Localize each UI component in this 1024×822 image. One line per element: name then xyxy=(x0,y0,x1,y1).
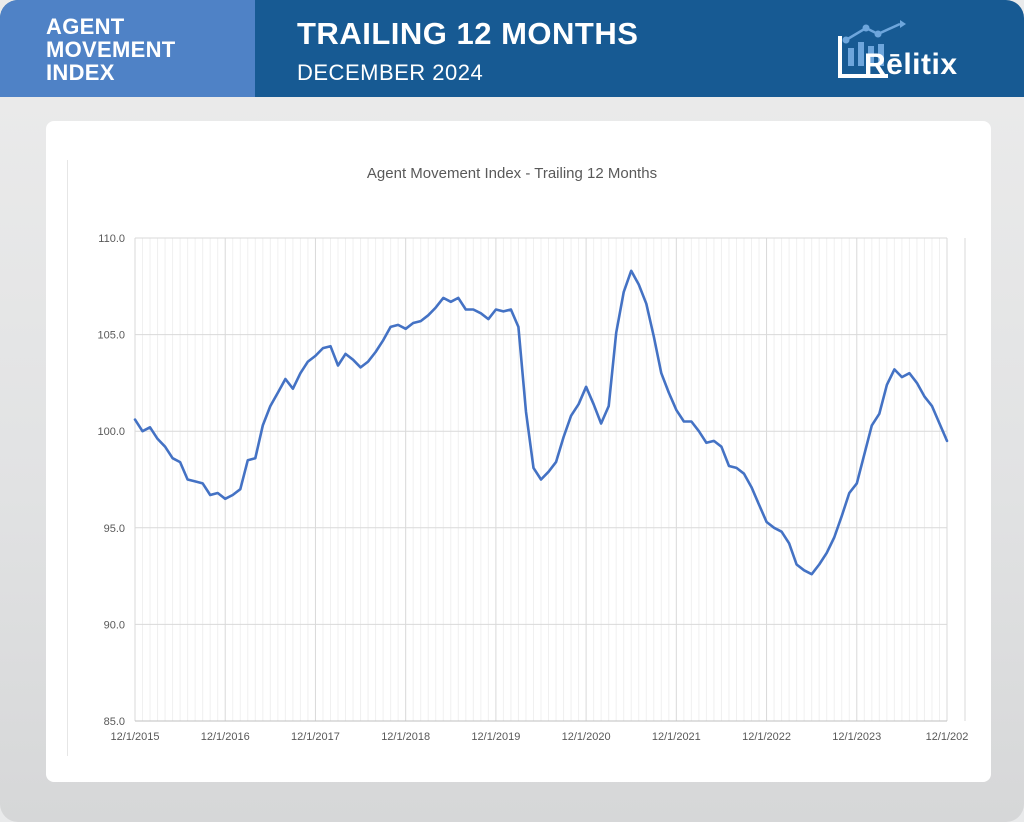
index-title: AGENT MOVEMENT INDEX xyxy=(46,15,176,84)
x-tick-label: 12/1/2023 xyxy=(832,731,881,743)
relitix-logo-icon xyxy=(838,20,906,78)
x-tick-label: 12/1/2017 xyxy=(291,731,340,743)
y-tick-label: 90.0 xyxy=(104,619,125,631)
index-title-line-2: MOVEMENT xyxy=(46,37,176,62)
x-tick-label: 12/1/2018 xyxy=(381,731,430,743)
index-title-line-1: AGENT xyxy=(46,14,125,39)
series-line-agent-movement-index xyxy=(133,269,949,576)
x-tick-label: 12/1/2016 xyxy=(201,731,250,743)
logo-text: Rēlitix xyxy=(864,48,958,81)
x-tick-label: 12/1/202 xyxy=(926,731,969,743)
y-tick-label: 85.0 xyxy=(104,716,125,728)
x-tick-label: 12/1/2019 xyxy=(471,731,520,743)
y-tick-label: 100.0 xyxy=(97,426,125,438)
x-tick-label: 12/1/2015 xyxy=(111,731,160,743)
header-bar: AGENT MOVEMENT INDEX TRAILING 12 MONTHS … xyxy=(0,0,1024,97)
index-title-line-3: INDEX xyxy=(46,60,115,85)
x-tick-label: 12/1/2022 xyxy=(742,731,791,743)
index-title-panel: AGENT MOVEMENT INDEX xyxy=(0,0,255,97)
y-tick-label: 105.0 xyxy=(97,330,125,342)
chart-title: Agent Movement Index - Trailing 12 Month… xyxy=(366,165,658,182)
y-tick-label: 95.0 xyxy=(104,523,125,535)
x-tick-label: 12/1/2020 xyxy=(562,731,611,743)
x-tick-label: 12/1/2021 xyxy=(652,731,701,743)
chart-area xyxy=(67,160,968,756)
report-period: DECEMBER 2024 xyxy=(297,60,484,85)
report-title: TRAILING 12 MONTHS xyxy=(297,16,639,51)
y-tick-label: 110.0 xyxy=(98,233,125,245)
